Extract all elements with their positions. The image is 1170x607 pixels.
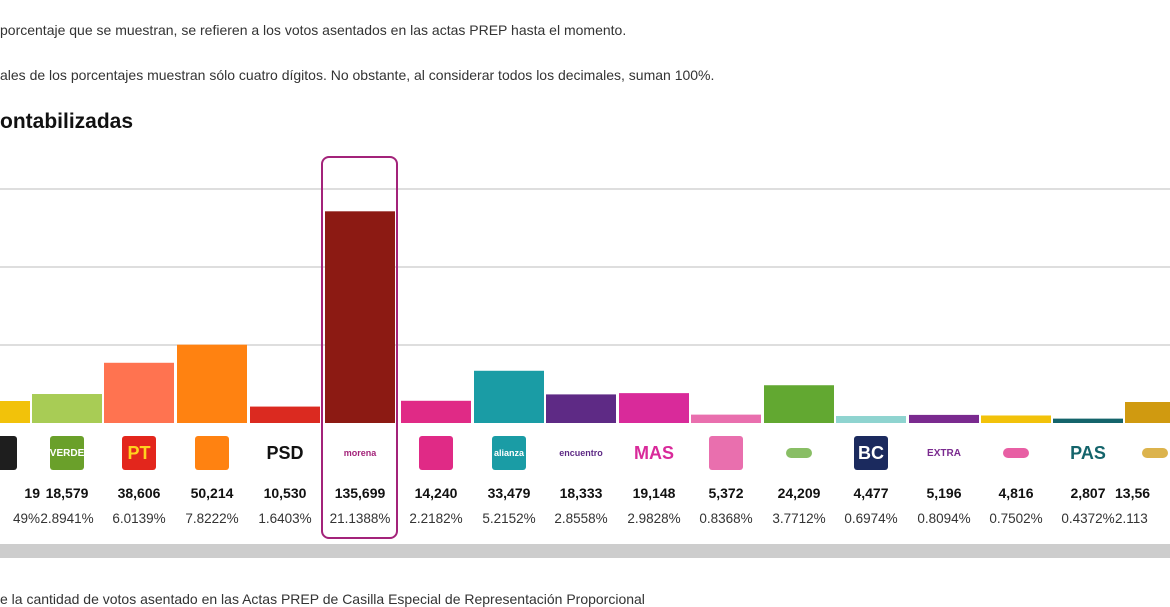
encuentro-logo-text: encuentro (559, 448, 603, 458)
bar-3[interactable] (177, 344, 247, 423)
bar-10[interactable] (691, 414, 761, 423)
horizontal-scrollbar[interactable] (0, 544, 1170, 558)
green-party-logo-icon (764, 435, 834, 471)
percent-label: 0.7502% (989, 511, 1043, 526)
pt-logo-text: PT (127, 442, 151, 463)
pas-logo-icon: PAS (1053, 435, 1123, 471)
pink-party-logo-icon (401, 435, 471, 471)
votes-label: 13,56 (1115, 485, 1151, 501)
section-title: ontabilizadas (0, 110, 134, 133)
verde-logo-text: VERDE (50, 447, 84, 459)
votes-label: 5,372 (708, 485, 744, 501)
votes-label: 2,807 (1070, 485, 1106, 501)
bar-2[interactable] (104, 362, 174, 423)
votes-label: 14,240 (414, 485, 458, 501)
pt-logo-icon: PT (104, 435, 174, 471)
extra-logo-text: EXTRA (927, 447, 961, 459)
colorful-logo-icon (981, 435, 1051, 471)
votes-label: 4,816 (998, 485, 1034, 501)
percent-label: 2.8558% (554, 511, 608, 526)
bar-6[interactable] (401, 400, 471, 423)
alianza-logo-text: alianza (493, 448, 524, 458)
bar-12[interactable] (836, 416, 906, 423)
extra-logo-icon: EXTRA (909, 435, 979, 471)
psd-logo-text: PSD (266, 442, 304, 463)
encuentro-logo-icon: encuentro (546, 435, 616, 471)
footer-note: e la cantidad de votos asentado en las A… (0, 591, 645, 607)
percent-label: 1.6403% (258, 511, 312, 526)
bar-4[interactable] (250, 406, 320, 423)
morena-highlight-frame[interactable] (321, 156, 398, 539)
bar-15[interactable] (1053, 418, 1123, 423)
bc-logo-text: BC (858, 442, 884, 463)
votes-label: 18,333 (559, 485, 603, 501)
percent-label: 5.2152% (482, 511, 536, 526)
bc-logo-icon: BC (836, 435, 906, 471)
bar-14[interactable] (981, 415, 1051, 423)
note-votes-explanation: porcentaje que se muestran, se refieren … (0, 22, 627, 38)
votes-label: 18,579 (45, 485, 89, 501)
votes-bar-chart (0, 150, 1170, 560)
percent-label: 49% (12, 511, 40, 526)
votes-label: 50,214 (190, 485, 234, 501)
votes-label: 5,196 (926, 485, 962, 501)
mas-logo-icon: MAS (619, 435, 689, 471)
percent-label: 0.8368% (699, 511, 753, 526)
mas-logo-text: MAS (634, 442, 674, 463)
bar-9[interactable] (619, 393, 689, 423)
votes-label: 10,530 (263, 485, 307, 501)
bar-7[interactable] (474, 370, 544, 423)
percent-label: 21.1388% (329, 511, 391, 526)
pink-map-logo-icon (691, 435, 761, 471)
percent-label: 3.7712% (772, 511, 826, 526)
bar-0[interactable] (0, 401, 30, 423)
percent-label: 2.9828% (627, 511, 681, 526)
mc-logo-icon (177, 435, 247, 471)
votes-label: 135,699 (334, 485, 386, 501)
bar-11[interactable] (764, 385, 834, 423)
verde-logo-icon: VERDE (32, 435, 102, 471)
bar-16[interactable] (1125, 402, 1170, 423)
pas-logo-text: PAS (1070, 442, 1106, 463)
percent-label: 2.8941% (40, 511, 94, 526)
chart-svg (0, 188, 1170, 423)
votes-label: 4,477 (853, 485, 889, 501)
votes-label: 19,148 (632, 485, 676, 501)
partial-logo-icon (0, 435, 35, 471)
percent-label: 0.6974% (844, 511, 898, 526)
bar-13[interactable] (909, 414, 979, 423)
bar-5[interactable] (325, 211, 395, 423)
votes-label: 38,606 (117, 485, 161, 501)
bar-8[interactable] (546, 394, 616, 423)
note-decimals-explanation: ales de los porcentajes muestran sólo cu… (0, 67, 715, 83)
bar-1[interactable] (32, 394, 102, 423)
percent-label: 2.2182% (409, 511, 463, 526)
votes-label: 19 (24, 485, 40, 501)
alianza-logo-icon: alianza (474, 435, 544, 471)
percent-label: 2.113 (1115, 511, 1148, 526)
votes-label: 24,209 (777, 485, 821, 501)
percent-label: 7.8222% (185, 511, 239, 526)
percent-label: 0.8094% (917, 511, 971, 526)
morena-logo-icon: morena (325, 435, 395, 471)
psd-logo-icon: PSD (250, 435, 320, 471)
percent-label: 0.4372% (1061, 511, 1115, 526)
partial-right-logo-icon (1120, 435, 1170, 471)
percent-label: 6.0139% (112, 511, 166, 526)
morena-logo-text: morena (343, 448, 377, 458)
votes-label: 33,479 (487, 485, 531, 501)
